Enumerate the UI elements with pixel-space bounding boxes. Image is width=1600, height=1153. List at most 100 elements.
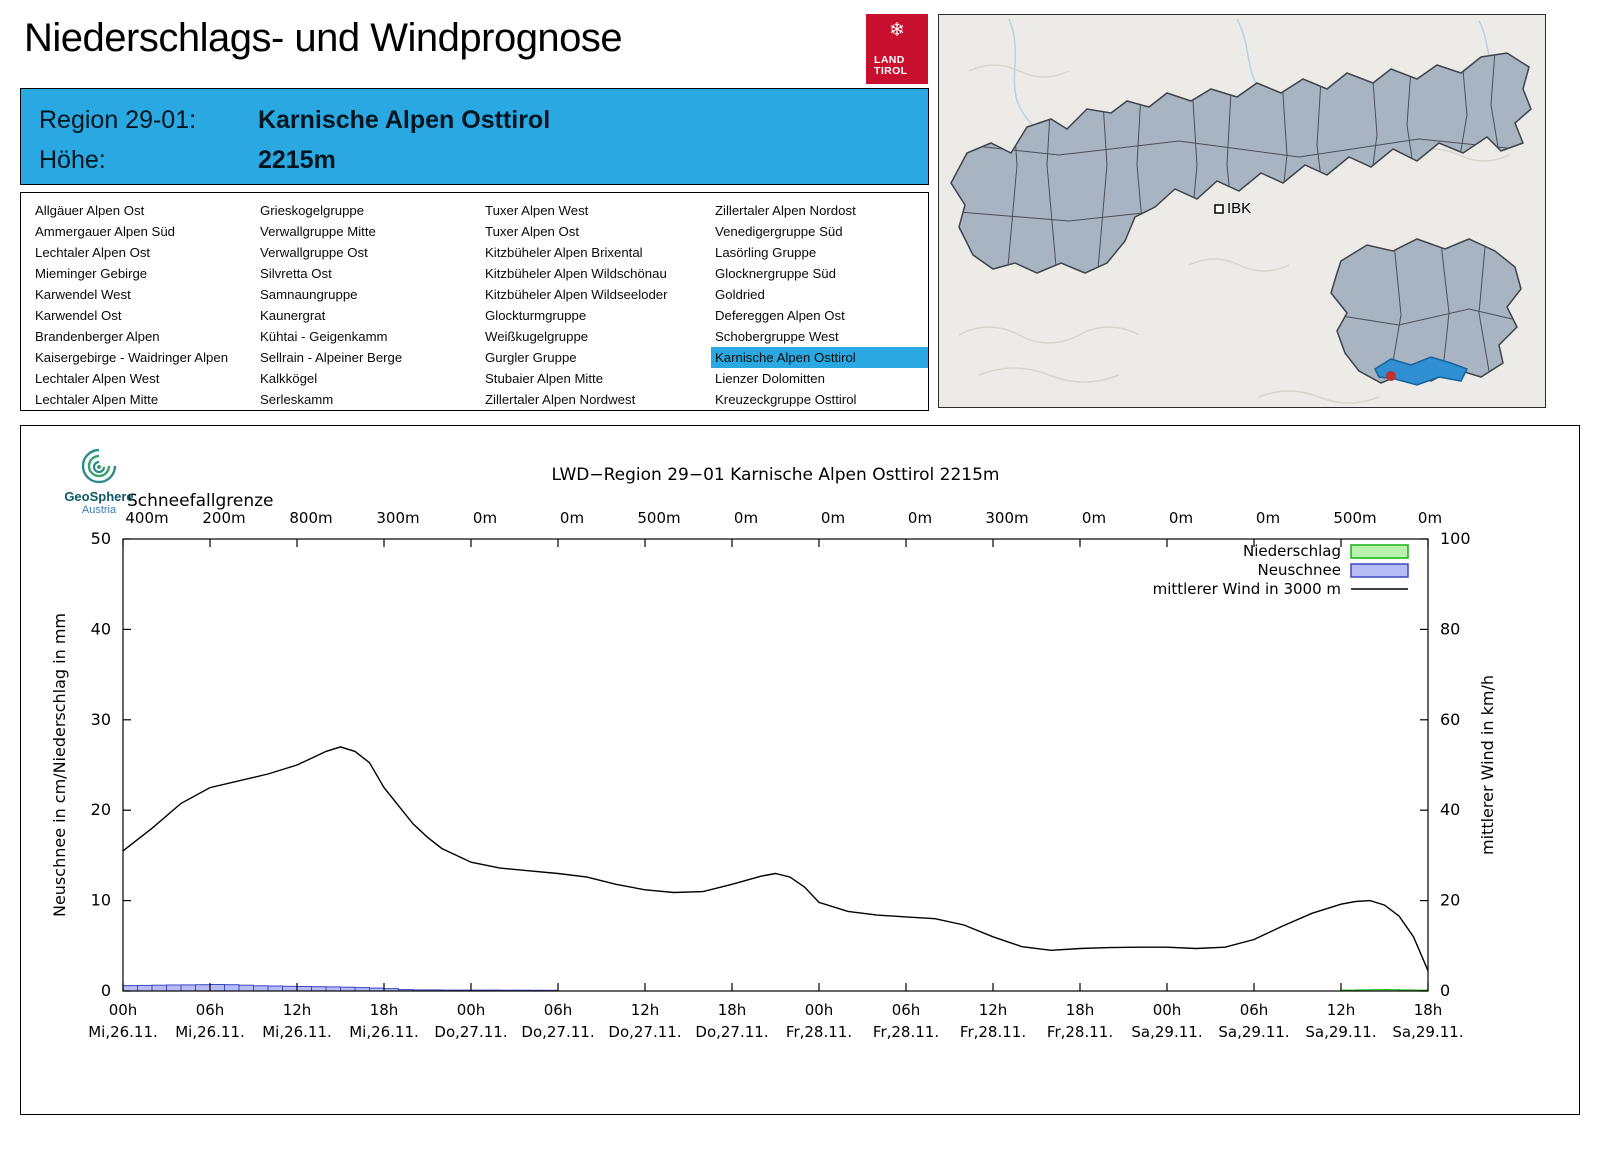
region-list-item[interactable]: Allgäuer Alpen Ost bbox=[35, 203, 145, 218]
x-tick-time: 06h bbox=[196, 1001, 225, 1019]
region-list-item[interactable]: Karwendel West bbox=[35, 287, 131, 302]
region-list-item[interactable]: Glockturmgruppe bbox=[485, 308, 587, 323]
region-list-item[interactable]: Tuxer Alpen West bbox=[485, 203, 589, 218]
region-list-item[interactable]: Zillertaler Alpen Nordost bbox=[715, 203, 856, 218]
x-tick-time: 18h bbox=[1066, 1001, 1095, 1019]
x-tick-time: 18h bbox=[370, 1001, 399, 1019]
geosphere-logo: GeoSphere Austria bbox=[51, 444, 147, 516]
neuschnee-bar bbox=[267, 985, 283, 992]
x-tick-date: Mi,26.11. bbox=[262, 1023, 332, 1041]
east-tirol-region[interactable] bbox=[1330, 238, 1522, 384]
region-list-item[interactable]: Lasörling Gruppe bbox=[715, 245, 817, 260]
legend-swatch bbox=[1350, 544, 1409, 559]
forecast-chart-svg: 0 0 10 20 20 40 30 60 40 80 50 100 00h Mi,26.11. 400m 0… bbox=[50, 465, 1497, 1041]
x-tick-time: 00h bbox=[805, 1001, 834, 1019]
legend-swatch bbox=[1350, 563, 1409, 578]
region-list-item[interactable]: Kühtai - Geigenkamm bbox=[260, 329, 388, 344]
y-right-tick-label: 100 bbox=[1440, 529, 1471, 548]
region-list-item[interactable]: Lechtaler Alpen West bbox=[35, 371, 160, 386]
region-list-item[interactable]: Sellrain - Alpeiner Berge bbox=[260, 350, 403, 365]
region-list-item[interactable]: Defereggen Alpen Ost bbox=[715, 308, 845, 323]
y-right-tick-label: 60 bbox=[1440, 710, 1460, 729]
x-tick-date: Fr,28.11. bbox=[786, 1023, 852, 1041]
snowline-value: 0m bbox=[560, 509, 584, 527]
region-list-item[interactable]: Mieminger Gebirge bbox=[35, 266, 148, 281]
region-list-item[interactable]: Lienzer Dolomitten bbox=[715, 371, 825, 386]
region-list-item[interactable]: Serleskamm bbox=[260, 392, 334, 407]
region-list-item[interactable]: Goldried bbox=[715, 287, 765, 302]
x-tick-date: Do,27.11. bbox=[608, 1023, 681, 1041]
region-list-item[interactable]: Brandenberger Alpen bbox=[35, 329, 160, 344]
snowline-value: 0m bbox=[1082, 509, 1106, 527]
y-right-tick-label: 80 bbox=[1440, 619, 1460, 638]
x-tick-time: 12h bbox=[631, 1001, 660, 1019]
x-tick-time: 18h bbox=[1414, 1001, 1443, 1019]
tirol-map-svg: IBK bbox=[939, 15, 1545, 407]
snowline-value: 0m bbox=[1169, 509, 1193, 527]
region-list-item[interactable]: Grieskogelgruppe bbox=[260, 203, 365, 218]
region-list-item[interactable]: Kitzbüheler Alpen Brixental bbox=[485, 245, 643, 260]
forecast-chart-panel: 0 0 10 20 20 40 30 60 40 80 50 100 00h Mi,26.11. 400m 0… bbox=[20, 425, 1580, 1115]
neuschnee-bar bbox=[325, 986, 341, 992]
region-list-item[interactable]: Verwallgruppe Ost bbox=[260, 245, 368, 260]
y-right-tick-label: 20 bbox=[1440, 891, 1460, 910]
region-list-item[interactable]: Verwallgruppe Mitte bbox=[260, 224, 376, 239]
region-list-item[interactable]: Silvretta Ost bbox=[260, 266, 332, 281]
x-tick-date: Mi,26.11. bbox=[88, 1023, 158, 1041]
region-list-item[interactable]: Zillertaler Alpen Nordwest bbox=[485, 392, 636, 407]
y-left-tick-label: 50 bbox=[91, 529, 111, 548]
region-list-item[interactable]: Kalkkögel bbox=[260, 371, 318, 386]
region-label: Region 29-01: bbox=[39, 106, 197, 134]
legend-label: Niederschlag bbox=[1243, 542, 1341, 560]
snowline-value: 800m bbox=[289, 509, 332, 527]
snowline-value: 500m bbox=[637, 509, 680, 527]
neuschnee-bar bbox=[296, 986, 312, 992]
region-list-item[interactable]: Tuxer Alpen Ost bbox=[485, 224, 580, 239]
region-location-dot bbox=[1386, 371, 1396, 381]
region-list-item-selected[interactable]: Karnische Alpen Osttirol bbox=[711, 347, 928, 368]
east-tirol-subregion-borders bbox=[1334, 242, 1521, 383]
region-list-column: Allgäuer Alpen Ost Ammergauer Alpen Süd Le… bbox=[31, 200, 256, 410]
snowline-value: 0m bbox=[734, 509, 758, 527]
snowline-value: 0m bbox=[1418, 509, 1442, 527]
region-list-item[interactable]: Glocknergruppe Süd bbox=[715, 266, 836, 281]
region-list-item[interactable]: Lechtaler Alpen Mitte bbox=[35, 392, 159, 407]
x-tick-date: Fr,28.11. bbox=[873, 1023, 939, 1041]
neuschnee-bar bbox=[166, 984, 182, 992]
land-tirol-logo: ❄ LAND TIROL bbox=[866, 14, 928, 84]
legend-label: mittlerer Wind in 3000 m bbox=[1153, 580, 1341, 598]
x-tick-date: Sa,29.11. bbox=[1305, 1023, 1376, 1041]
region-list-item[interactable]: Karwendel Ost bbox=[35, 308, 122, 323]
region-list-item[interactable]: Kaisergebirge - Waidringer Alpen bbox=[35, 350, 229, 365]
wind-line bbox=[122, 746, 1429, 971]
snowline-value: 300m bbox=[376, 509, 419, 527]
neuschnee-bar bbox=[209, 984, 225, 992]
region-list-item[interactable]: Gurgler Gruppe bbox=[485, 350, 577, 365]
chart-title: LWD−Region 29−01 Karnische Alpen Osttiro… bbox=[552, 465, 1000, 485]
region-list-item[interactable]: Kitzbüheler Alpen Wildseeloder bbox=[485, 287, 668, 302]
neuschnee-bar bbox=[311, 986, 327, 992]
region-list-item[interactable]: Kaunergrat bbox=[260, 308, 326, 323]
region-list-item[interactable]: Stubaier Alpen Mitte bbox=[485, 371, 604, 386]
region-list-item[interactable]: Kitzbüheler Alpen Wildschönau bbox=[485, 266, 667, 281]
region-list-item[interactable]: Schobergruppe West bbox=[715, 329, 839, 344]
y-right-axis-title: mittlerer Wind in km/h bbox=[1478, 675, 1497, 855]
neuschnee-bar bbox=[224, 984, 240, 992]
terrain-texture bbox=[958, 64, 1510, 404]
region-list-column: Grieskogelgruppe Verwallgruppe Mitte Verwa… bbox=[256, 200, 481, 410]
region-list-item[interactable]: Lechtaler Alpen Ost bbox=[35, 245, 151, 260]
snowline-value: 0m bbox=[473, 509, 497, 527]
region-list-item[interactable]: Weißkugelgruppe bbox=[485, 329, 589, 344]
x-tick-date: Sa,29.11. bbox=[1218, 1023, 1289, 1041]
x-tick-time: 06h bbox=[892, 1001, 921, 1019]
region-list-item[interactable]: Samnaungruppe bbox=[260, 287, 358, 302]
austria-text: Austria bbox=[81, 504, 117, 516]
region-list-item[interactable]: Venedigergruppe Süd bbox=[715, 224, 843, 239]
region-list-item[interactable]: Kreuzeckgruppe Osttirol bbox=[715, 392, 857, 407]
x-tick-date: Fr,28.11. bbox=[960, 1023, 1026, 1041]
y-left-tick-label: 10 bbox=[91, 891, 111, 910]
y-right-tick-label: 0 bbox=[1440, 981, 1450, 1000]
neuschnee-bar bbox=[282, 985, 298, 992]
region-list-item[interactable]: Ammergauer Alpen Süd bbox=[35, 224, 176, 239]
snowflake-icon: ❄ bbox=[889, 20, 905, 41]
